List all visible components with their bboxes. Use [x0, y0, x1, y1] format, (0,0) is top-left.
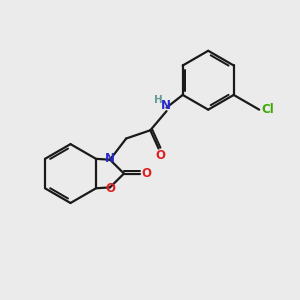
Text: O: O: [155, 148, 165, 161]
Text: Cl: Cl: [261, 103, 274, 116]
Text: O: O: [105, 182, 115, 195]
Text: N: N: [161, 99, 171, 112]
Text: O: O: [142, 167, 152, 180]
Text: H: H: [154, 95, 163, 105]
Text: N: N: [105, 152, 115, 165]
